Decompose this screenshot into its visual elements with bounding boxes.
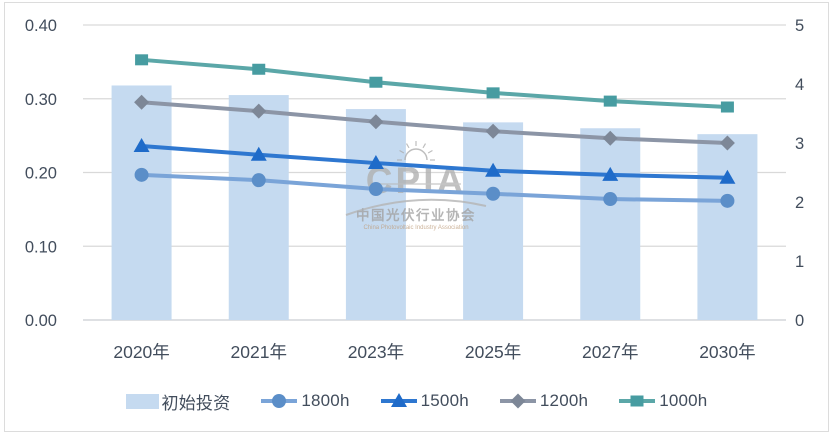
triangle-marker-icon [485, 162, 502, 177]
left-axis-tick-label: 0.20 [25, 165, 57, 183]
x-axis-label: 2025年 [465, 342, 521, 362]
bar-swatch-icon [125, 393, 159, 409]
diamond-marker-icon [485, 123, 501, 139]
legend-item-bar: 初始投资 [125, 389, 231, 414]
legend-label: 1800h [301, 391, 350, 410]
legend-triangle-marker-icon [380, 393, 417, 407]
watermark-arc [345, 198, 487, 216]
triangle-marker-icon [602, 166, 619, 181]
chart-legend: 初始投资 1800h 1500h 1200h 1000h [0, 386, 833, 416]
triangle-marker-icon [367, 155, 384, 170]
bar-2025年 [463, 122, 524, 320]
diamond-marker-icon [510, 393, 526, 409]
circle-marker-icon [134, 167, 149, 182]
sun-ray-icon [422, 143, 427, 149]
right-axis-tick-label: 3 [795, 135, 804, 153]
watermark-name-en: China Photovoltaic Industry Association [363, 225, 468, 231]
x-axis-label: 2030年 [699, 342, 755, 362]
x-axis-label: 2027年 [582, 342, 638, 362]
legend-label: 初始投资 [161, 393, 231, 413]
line-series-1500h [139, 143, 730, 180]
legend-circle-marker-icon [261, 394, 298, 408]
triangle-marker-icon [133, 137, 150, 152]
diamond-marker-icon [368, 114, 384, 130]
legend-item-1800h: 1800h [260, 391, 349, 411]
square-marker-icon [369, 76, 383, 88]
line-series-1800h [139, 172, 730, 203]
square-marker-icon [252, 63, 266, 75]
legend-item-1200h: 1200h [499, 391, 588, 411]
sun-ray-icon [405, 143, 410, 149]
right-axis-tick-label: 4 [795, 76, 804, 94]
square-marker-icon [135, 54, 149, 66]
triangle-marker-icon [719, 169, 736, 184]
diamond-marker-icon [602, 130, 618, 146]
bar-2027年 [580, 128, 641, 320]
diamond-marker-icon [134, 94, 150, 110]
left-axis-tick-label: 0.00 [25, 312, 57, 330]
right-axis-tick-label: 2 [795, 194, 804, 212]
legend-label: 1500h [420, 391, 469, 410]
circle-marker-icon [272, 394, 287, 408]
x-axis-label: 2021年 [231, 342, 287, 362]
circle-marker-icon [251, 173, 266, 188]
diamond-marker-icon [719, 135, 735, 151]
watermark-name-cn: 中国光伏行业协会 [356, 207, 476, 223]
x-axis-label: 2020年 [113, 342, 169, 362]
bar-2023年 [345, 109, 406, 320]
line-series-1000h [139, 57, 730, 110]
legend-item-1500h: 1500h [380, 391, 469, 411]
right-axis-tick-label: 1 [795, 253, 804, 271]
circle-marker-icon [368, 182, 383, 197]
circle-marker-icon [486, 186, 501, 201]
legend-item-1000h: 1000h [618, 391, 707, 411]
square-marker-icon [603, 95, 617, 107]
circle-marker-icon [603, 192, 618, 207]
square-marker-icon [630, 395, 644, 407]
legend-square-marker-icon [619, 395, 656, 407]
square-marker-icon [720, 101, 734, 113]
left-axis-tick-label: 0.10 [25, 238, 57, 256]
square-marker-icon [486, 87, 500, 99]
left-axis-tick-label: 0.40 [25, 17, 57, 35]
bar-2020年 [111, 85, 172, 320]
sun-icon [404, 148, 428, 161]
line-series-1200h [139, 100, 730, 145]
sun-ray-icon [399, 149, 405, 154]
left-axis-tick-label: 0.30 [25, 91, 57, 109]
right-axis-tick-label: 0 [795, 312, 804, 330]
legend-label: 1200h [539, 391, 589, 410]
sun-ray-icon [427, 149, 433, 154]
bar-2021年 [228, 95, 289, 320]
diamond-marker-icon [251, 103, 267, 119]
triangle-marker-icon [390, 393, 407, 407]
bar-2030年 [697, 134, 758, 320]
legend-diamond-marker-icon [499, 393, 536, 409]
triangle-marker-icon [250, 146, 267, 161]
right-axis-tick-label: 5 [795, 17, 804, 35]
x-axis-label: 2023年 [348, 342, 404, 362]
legend-label: 1000h [659, 391, 708, 410]
circle-marker-icon [720, 193, 735, 208]
